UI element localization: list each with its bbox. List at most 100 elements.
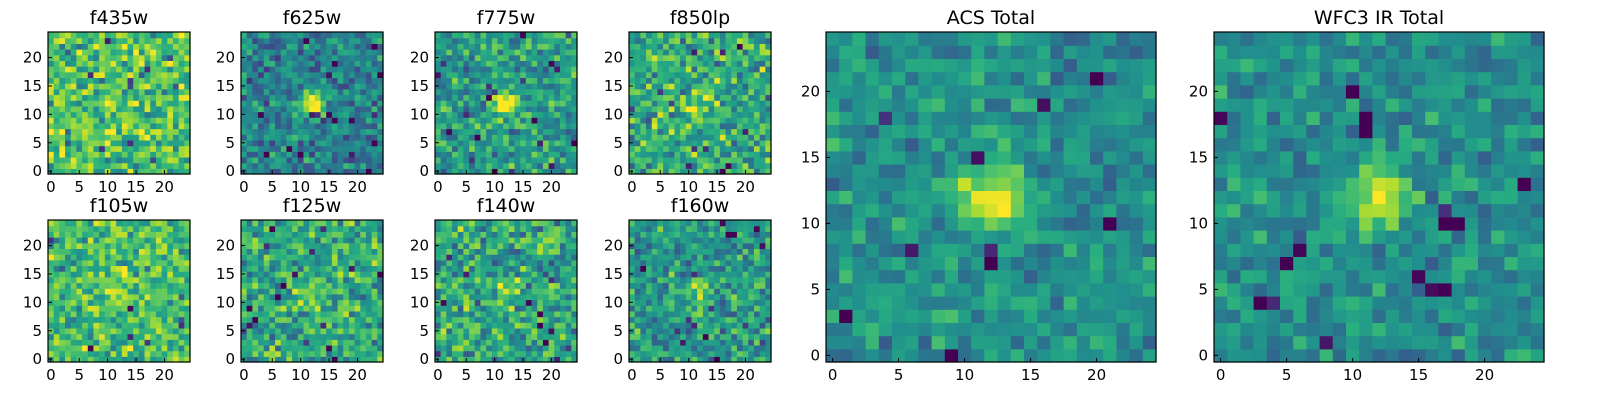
heatmap-cell (269, 105, 276, 113)
heatmap-cell (634, 310, 641, 318)
heatmap-cell (76, 145, 83, 152)
heatmap-cell (320, 145, 327, 152)
heatmap-cell (537, 220, 544, 227)
heatmap-cell (155, 151, 163, 158)
heatmap-cell (525, 105, 533, 113)
heatmap-cell (480, 54, 487, 61)
heatmap-cell (309, 151, 316, 158)
heatmap-cell (565, 94, 572, 101)
heatmap-cell (116, 83, 123, 90)
heatmap-cell (674, 350, 681, 357)
heatmap-cell (753, 271, 761, 278)
heatmap-cell (497, 282, 504, 289)
heatmap-cell (286, 49, 293, 56)
heatmap-cell (121, 60, 129, 67)
heatmap-cell (297, 134, 305, 141)
heatmap-cell (292, 117, 299, 124)
heatmap-cell (371, 66, 378, 73)
heatmap-cell (241, 220, 248, 227)
heatmap-cell (309, 77, 316, 84)
heatmap-cell (554, 43, 561, 50)
heatmap-cell (520, 83, 527, 90)
heatmap-cell (742, 105, 749, 113)
heatmap-cell (184, 316, 191, 323)
heatmap-cell (680, 94, 687, 101)
heatmap-cell (280, 54, 288, 61)
heatmap-cell (53, 94, 60, 101)
heatmap-cell (87, 134, 95, 141)
heatmap-cell (629, 43, 636, 50)
heatmap-cell (150, 225, 157, 232)
heatmap-cell (508, 344, 516, 352)
heatmap-cell (258, 344, 265, 352)
heatmap-cell (116, 168, 123, 175)
heatmap-cell (331, 49, 339, 56)
heatmap-cell (252, 350, 259, 357)
heatmap-cell (646, 49, 653, 56)
heatmap-cell (314, 111, 322, 118)
heatmap-cell (121, 248, 129, 255)
heatmap-cell (104, 94, 112, 101)
heatmap-cell (76, 288, 83, 295)
heatmap-cell (748, 322, 755, 329)
heatmap-cell (691, 151, 698, 158)
heatmap-cell (258, 94, 265, 101)
heatmap-cell (497, 248, 504, 255)
heatmap-cell (133, 66, 140, 73)
heatmap-cell (452, 259, 459, 267)
heatmap-cell (53, 117, 60, 124)
heatmap-cell (292, 248, 299, 255)
heatmap-cell (457, 259, 464, 267)
heatmap-cell (110, 220, 117, 227)
heatmap-cell (263, 162, 270, 169)
heatmap-cell (640, 128, 647, 135)
heatmap-cell (104, 333, 112, 340)
heatmap-cell (651, 83, 658, 90)
heatmap-cell (508, 282, 516, 289)
heatmap-cell (719, 339, 727, 346)
heatmap-cell (559, 237, 567, 244)
heatmap-cell (731, 111, 738, 118)
heatmap-cell (435, 339, 442, 346)
heatmap-cell (657, 299, 664, 306)
heatmap-cell (491, 327, 499, 335)
heatmap-cell (263, 71, 270, 79)
heatmap-cell (753, 60, 761, 67)
heatmap-cell (668, 162, 676, 169)
heatmap-cell (167, 288, 174, 295)
heatmap-cell (765, 43, 772, 50)
heatmap-cell (48, 225, 55, 232)
heatmap-cell (314, 259, 322, 267)
heatmap-cell (537, 145, 544, 152)
heatmap-cell (70, 293, 77, 301)
heatmap-cell (469, 100, 476, 107)
heatmap-cell (457, 339, 464, 346)
heatmap-cell (280, 293, 288, 301)
heatmap-cell (531, 83, 538, 90)
heatmap-cell (497, 237, 504, 244)
y-tick-label: 0 (225, 162, 235, 180)
heatmap-cell (360, 271, 367, 278)
heatmap-cell (508, 139, 516, 147)
heatmap-cell (309, 350, 316, 357)
heatmap-cell (292, 282, 299, 289)
heatmap-cell (252, 265, 259, 272)
heatmap-cell (520, 339, 527, 346)
heatmap-cell (314, 156, 322, 164)
heatmap-cell (497, 288, 504, 295)
heatmap-cell (138, 225, 146, 232)
heatmap-cell (297, 83, 305, 90)
heatmap-cell (252, 66, 259, 73)
heatmap-cell (99, 305, 106, 312)
heatmap-cell (674, 60, 681, 67)
heatmap-cell (452, 54, 459, 61)
heatmap-cell (286, 327, 293, 335)
heatmap-cell (503, 60, 510, 67)
heatmap-cell (474, 271, 482, 278)
heatmap-cell (469, 293, 476, 301)
heatmap-cell (377, 32, 384, 39)
heatmap-cell (514, 88, 521, 96)
heatmap-cell (246, 134, 253, 141)
heatmap-cell (548, 316, 555, 323)
heatmap-cell (297, 242, 305, 249)
